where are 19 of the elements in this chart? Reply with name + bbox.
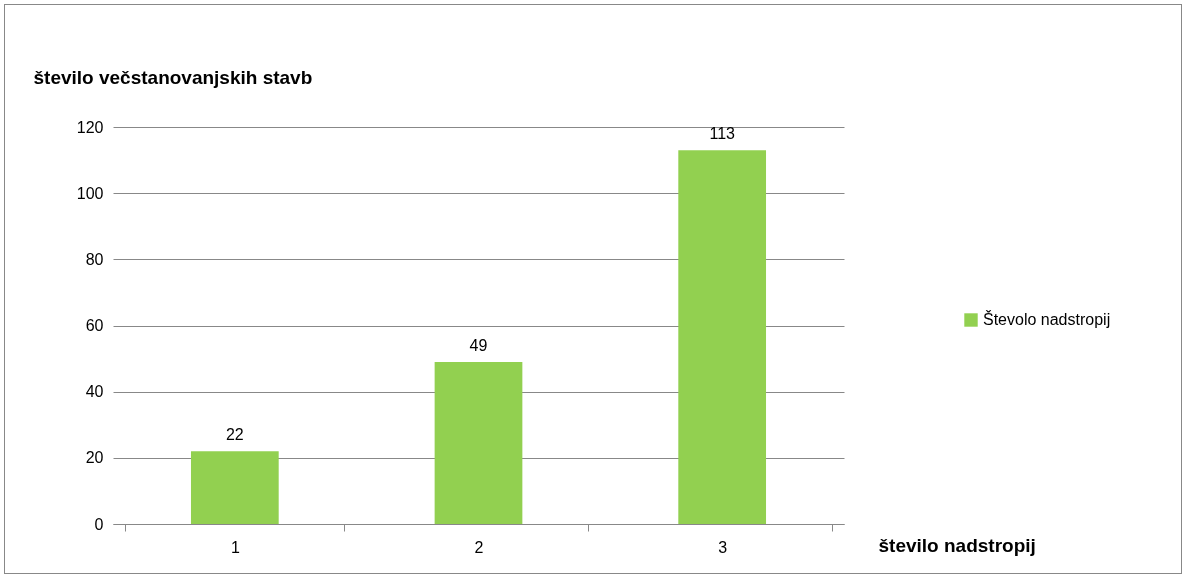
x-tick-label: 1 xyxy=(230,538,240,556)
y-axis-title: število večstanovanjskih stavb xyxy=(33,66,313,88)
bar xyxy=(678,150,767,524)
y-tick-label: 40 xyxy=(85,383,104,401)
x-axis-title: število nadstropij xyxy=(878,534,1036,556)
data-label: 22 xyxy=(225,426,244,444)
y-tick-label: 60 xyxy=(85,317,104,334)
data-label: 49 xyxy=(469,336,488,354)
y-tick-label: 80 xyxy=(85,250,104,268)
y-tick-label: 100 xyxy=(76,184,104,202)
bar xyxy=(190,451,279,524)
y-tick-label: 120 xyxy=(76,118,104,136)
legend-label: Števolo nadstropij xyxy=(983,310,1111,328)
y-tick-label: 20 xyxy=(85,449,104,467)
x-tick-label: 3 xyxy=(718,538,728,556)
bar xyxy=(434,361,523,524)
data-label: 113 xyxy=(709,125,736,143)
y-tick-label: 0 xyxy=(94,515,104,533)
x-tick-label: 2 xyxy=(474,538,484,556)
